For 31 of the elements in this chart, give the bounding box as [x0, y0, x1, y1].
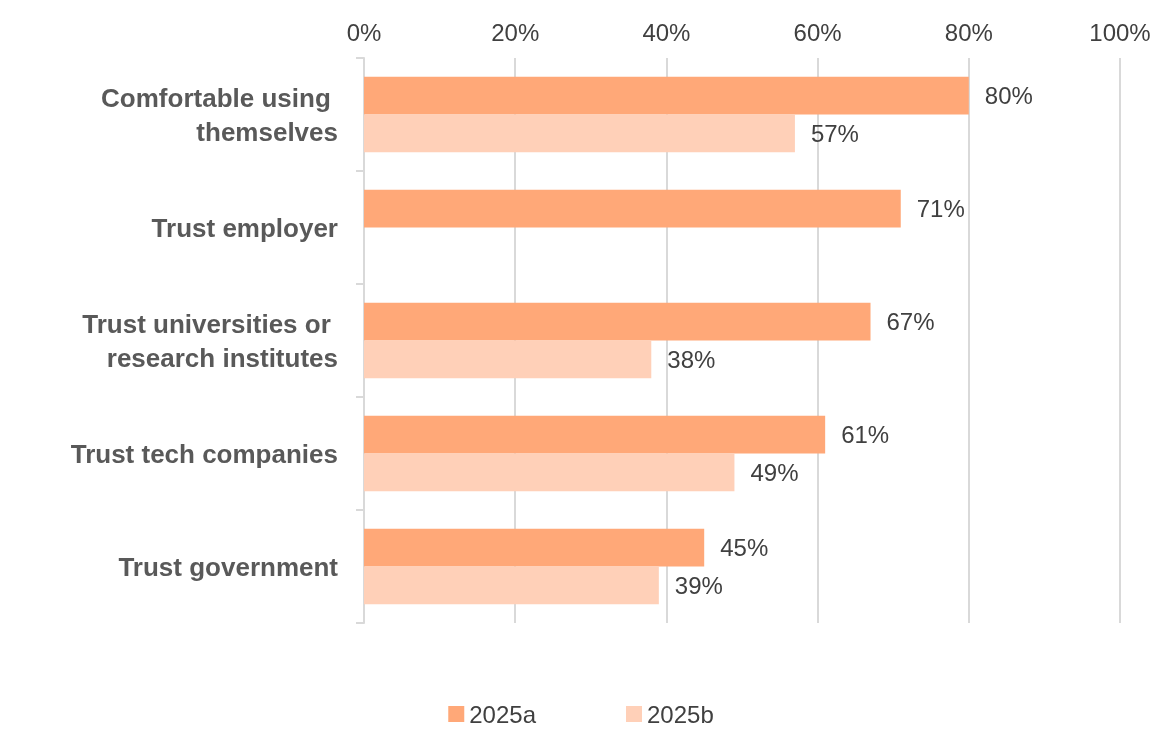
- bar: [364, 340, 652, 379]
- y-tick-label: Comfortable using themselves: [101, 82, 338, 147]
- data-label: 57%: [810, 119, 859, 147]
- x-tick-label: 100%: [1089, 18, 1151, 46]
- y-tick-label: Trust employer: [151, 212, 338, 243]
- x-tick-label: 60%: [793, 18, 842, 46]
- legend-label: 2025b: [647, 700, 714, 728]
- y-tick-label: Trust tech companies: [70, 438, 338, 469]
- data-label: 80%: [984, 82, 1033, 110]
- x-tick-label: 20%: [491, 18, 540, 46]
- y-tick-label: Trust universities or research institutes: [82, 308, 338, 373]
- bar: [364, 566, 659, 605]
- data-label: 49%: [750, 458, 799, 486]
- bar: [364, 302, 871, 341]
- bar: [364, 528, 705, 567]
- bar: [364, 415, 826, 454]
- bar: [364, 76, 969, 115]
- data-label: 38%: [667, 345, 716, 373]
- data-label: 71%: [916, 195, 965, 223]
- data-label: 67%: [886, 308, 935, 336]
- data-label: 45%: [720, 534, 769, 562]
- data-label: 61%: [841, 421, 890, 449]
- bar: [364, 189, 901, 228]
- x-tick-label: 40%: [642, 18, 691, 46]
- x-tick-label: 80%: [944, 18, 993, 46]
- bar: [364, 114, 795, 153]
- x-tick-label: 0%: [346, 18, 382, 46]
- data-label: 39%: [674, 571, 723, 599]
- y-tick-label: Trust government: [118, 551, 339, 582]
- bar: [364, 453, 735, 492]
- legend-label: 2025a: [469, 700, 537, 728]
